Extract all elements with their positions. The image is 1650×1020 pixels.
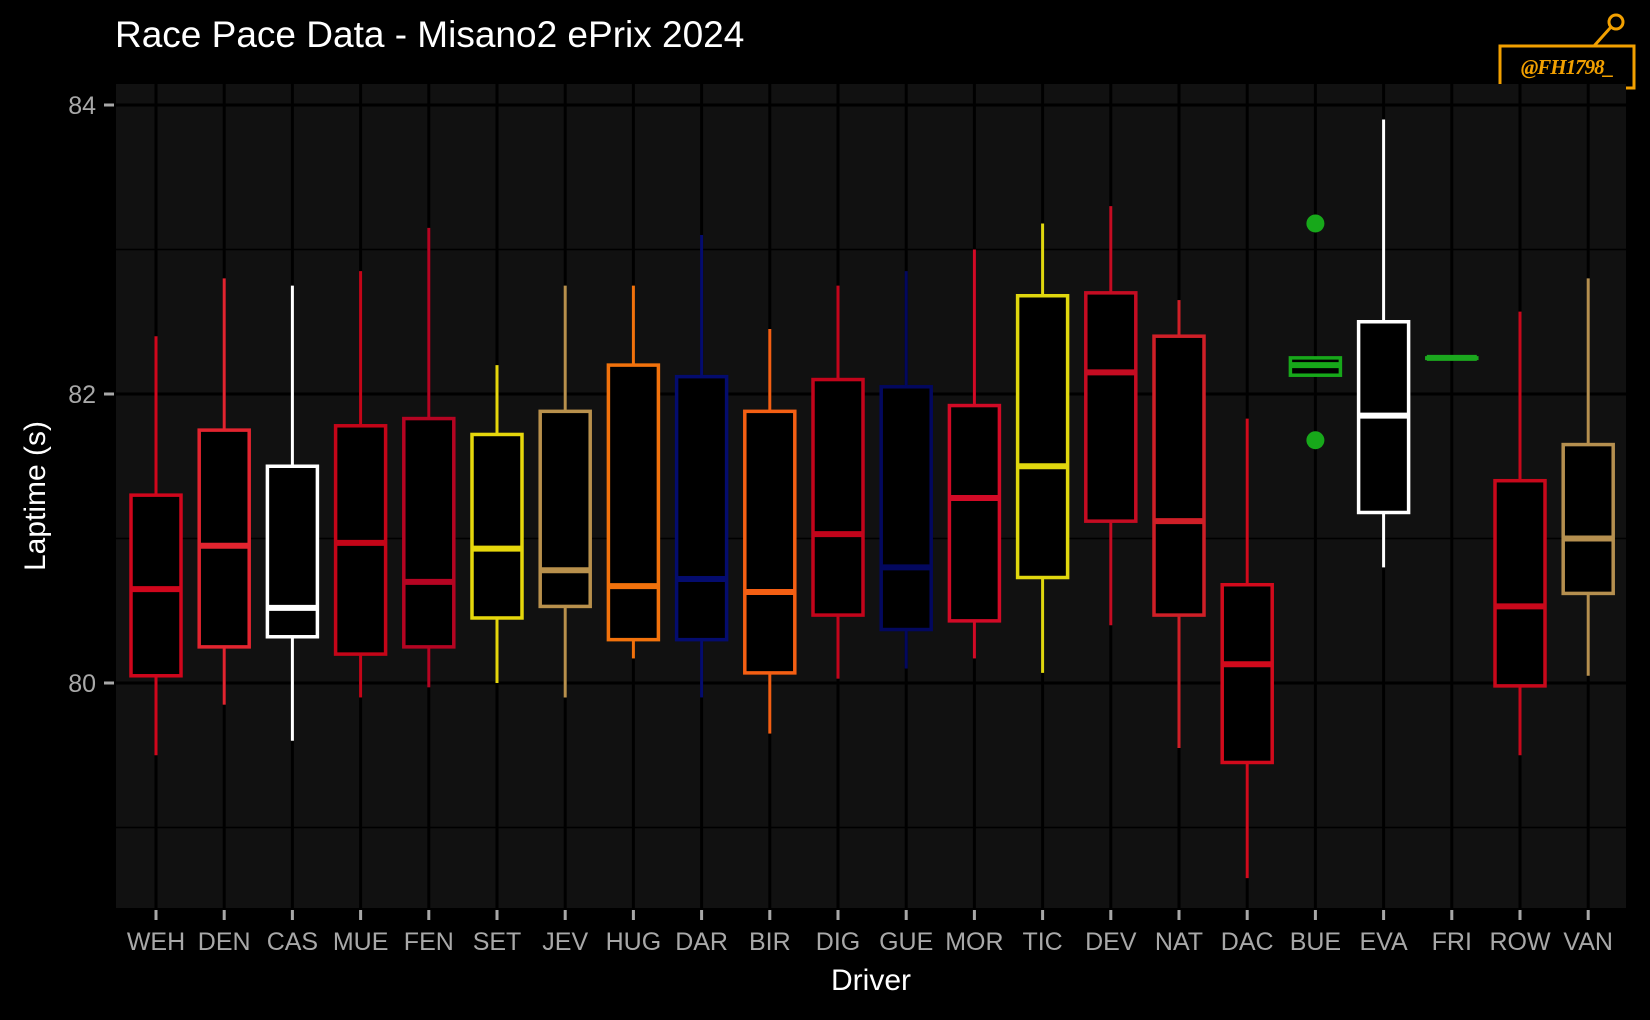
box-dar [674, 235, 729, 698]
box-van [1561, 278, 1615, 676]
box-iqr [1561, 442, 1615, 596]
x-tick-label: CAS [267, 928, 318, 956]
box-iqr [947, 403, 1002, 623]
box-iqr [197, 428, 251, 649]
box-fri [1425, 354, 1479, 361]
box-fen [402, 227, 456, 688]
x-tick-label: VAN [1563, 928, 1613, 956]
box-iqr [674, 374, 729, 642]
box-set [470, 365, 524, 683]
box-iqr [402, 416, 456, 649]
y-axis: 80 82 84 [68, 92, 114, 698]
box-den [197, 278, 251, 705]
box-iqr [606, 363, 661, 642]
box-gue [879, 271, 933, 669]
box-iqr [1015, 293, 1070, 580]
box-bue [1288, 214, 1343, 450]
x-tick-label: JEV [542, 928, 588, 956]
x-tick-label: EVA [1360, 928, 1408, 956]
outlier-point [1306, 431, 1325, 450]
logo-text: @FH1798_ [1520, 55, 1614, 79]
box-iqr [1152, 334, 1206, 617]
box-dig [811, 285, 865, 679]
x-tick-label: ROW [1489, 928, 1551, 956]
x-tick-label: WEH [127, 928, 185, 956]
box-iqr [743, 409, 797, 675]
x-axis-title: Driver [831, 964, 911, 997]
box-eva [1356, 119, 1411, 568]
box-mue [333, 271, 388, 698]
y-tick-label: 84 [68, 92, 96, 120]
x-tick-label: MOR [945, 928, 1003, 956]
x-tick-label: TIC [1022, 928, 1062, 956]
box-row [1493, 311, 1547, 756]
box-hug [606, 285, 661, 659]
x-tick-label: BUE [1290, 928, 1341, 956]
x-tick-label: GUE [879, 928, 933, 956]
x-tick-label: MUE [333, 928, 389, 956]
box-weh [129, 336, 183, 756]
y-tick-label: 82 [68, 381, 96, 409]
x-tick-label: FEN [404, 928, 454, 956]
chart-title: Race Pace Data - Misano2 ePrix 2024 [115, 14, 745, 55]
x-tick-label: DIG [816, 928, 860, 956]
x-tick-label: DEN [198, 928, 251, 956]
y-tick-label: 80 [68, 670, 96, 698]
box-mor [947, 249, 1002, 659]
grid-lines [116, 84, 1626, 908]
boxes [129, 119, 1615, 879]
box-iqr [1220, 582, 1274, 765]
x-tick-label: SET [473, 928, 522, 956]
x-tick-label: DAC [1221, 928, 1274, 956]
x-tick-label: HUG [606, 928, 662, 956]
box-iqr [1084, 291, 1138, 523]
box-iqr [265, 464, 320, 639]
x-axis: WEH DEN CAS MUE FEN SET JEV HUG DAR BIR DIG GUE MOR T… [127, 910, 1613, 956]
box-iqr [1493, 478, 1547, 688]
box-tic [1015, 223, 1070, 673]
box-nat [1152, 300, 1206, 749]
box-dac [1220, 418, 1274, 879]
box-iqr [879, 385, 933, 632]
x-tick-label: DAR [675, 928, 728, 956]
x-tick-label: BIR [749, 928, 791, 956]
box-iqr [129, 493, 183, 678]
box-jev [538, 285, 592, 698]
box-iqr [470, 432, 524, 620]
box-dev [1084, 206, 1138, 626]
x-tick-label: DEV [1085, 928, 1137, 956]
box-iqr [811, 377, 865, 617]
y-axis-title: Laptime (s) [19, 421, 52, 571]
box-bir [743, 328, 797, 734]
x-tick-label: NAT [1155, 928, 1203, 956]
outlier-point [1306, 214, 1325, 233]
box-iqr [538, 409, 592, 609]
x-tick-label: FRI [1432, 928, 1472, 956]
box-cas [265, 285, 320, 741]
